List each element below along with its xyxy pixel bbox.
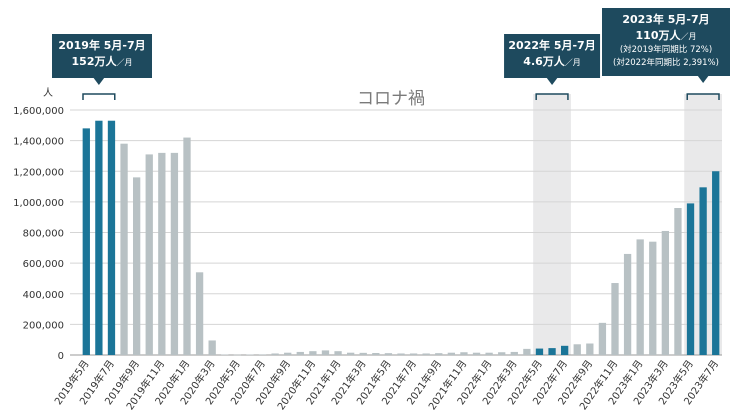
y-tick-label: 600,000 xyxy=(23,259,64,270)
bar xyxy=(548,348,556,355)
bar xyxy=(107,120,116,355)
callout-value: 4.6万人／月 xyxy=(523,54,581,68)
y-tick-label: 1,400,000 xyxy=(13,137,64,148)
x-tick-labels: 2019年5月2019年7月2019年9月2019年11月2020年1月2020… xyxy=(51,357,721,412)
bar xyxy=(472,352,481,355)
bar xyxy=(510,351,518,355)
callout-layer: 2019年 5月-7月 152万人／月 2022年 5月-7月 4.6万人／月 2023… xyxy=(52,8,730,100)
bar xyxy=(95,120,103,355)
bar xyxy=(636,239,644,355)
bar xyxy=(460,352,468,355)
bar xyxy=(334,351,342,355)
bar xyxy=(573,344,581,355)
bar xyxy=(422,353,430,355)
bar-layer xyxy=(82,120,720,356)
y-tick-label: 1,600,000 xyxy=(13,106,64,117)
bar xyxy=(485,352,493,355)
callout-pointer xyxy=(697,75,710,83)
bar xyxy=(120,143,128,355)
bar xyxy=(560,345,569,355)
callout-value: 110万人／月 xyxy=(636,28,697,42)
bar xyxy=(132,177,141,355)
bar xyxy=(409,353,418,355)
bar xyxy=(686,203,695,355)
bar xyxy=(195,272,204,355)
bar xyxy=(447,352,456,355)
bar xyxy=(296,351,304,355)
bar xyxy=(523,348,531,355)
bar xyxy=(233,354,242,356)
bar xyxy=(284,352,292,355)
y-tick-label: 1,200,000 xyxy=(13,167,64,178)
bar xyxy=(309,351,317,355)
bar xyxy=(435,353,443,355)
highlight-band xyxy=(533,94,571,355)
callout-value: 152万人／月 xyxy=(72,54,133,68)
covid-annotation: コロナ禍 xyxy=(357,89,425,109)
y-tick-labels: 0 200,000 400,000 600,000 800,000 1,000,000 1,… xyxy=(13,106,64,362)
bar xyxy=(321,350,330,355)
bar xyxy=(82,128,90,355)
bar xyxy=(246,354,254,356)
bar xyxy=(183,137,191,355)
grid-layer xyxy=(70,109,722,356)
callout-period: 2019年 5月-7月 xyxy=(58,38,145,52)
callout-pointer xyxy=(92,77,105,85)
callout-bracket xyxy=(686,93,720,100)
y-tick-label: 1,000,000 xyxy=(13,198,64,209)
callout-comparison: (対2019年同期比 72%) xyxy=(620,44,712,55)
bar xyxy=(712,171,720,355)
callout-box xyxy=(504,34,601,78)
callout-period: 2023年 5月-7月 xyxy=(622,12,709,26)
bar xyxy=(586,343,594,355)
callout-box xyxy=(52,34,152,78)
y-tick-label: 800,000 xyxy=(23,229,64,240)
y-axis-label: 人 xyxy=(43,87,53,99)
bar xyxy=(498,352,506,355)
bar xyxy=(271,353,279,355)
bar xyxy=(158,152,166,355)
bar xyxy=(611,283,619,355)
bar xyxy=(649,241,657,355)
bar xyxy=(699,187,707,355)
bar xyxy=(661,230,670,355)
bar xyxy=(372,353,380,355)
bar xyxy=(623,253,632,355)
callout-bracket xyxy=(82,93,116,100)
callout-comparison: (対2022年同期比 2,391%) xyxy=(613,57,719,68)
callout-period: 2022年 5月-7月 xyxy=(508,38,595,52)
bar xyxy=(359,352,367,355)
bar xyxy=(535,348,544,355)
callout-box xyxy=(602,8,730,76)
bar xyxy=(384,353,393,355)
bar xyxy=(674,208,682,355)
y-tick-label: 200,000 xyxy=(23,320,64,331)
bar xyxy=(170,152,179,355)
y-tick-label: 0 xyxy=(58,351,64,362)
bar xyxy=(598,322,607,355)
callout-bracket xyxy=(535,93,569,100)
bar xyxy=(145,154,153,355)
bar xyxy=(346,352,355,355)
bar xyxy=(258,354,267,355)
bar xyxy=(221,354,229,356)
callout-pointer xyxy=(546,77,559,85)
bar xyxy=(397,353,405,355)
bar xyxy=(208,340,216,355)
y-tick-label: 400,000 xyxy=(23,290,64,301)
